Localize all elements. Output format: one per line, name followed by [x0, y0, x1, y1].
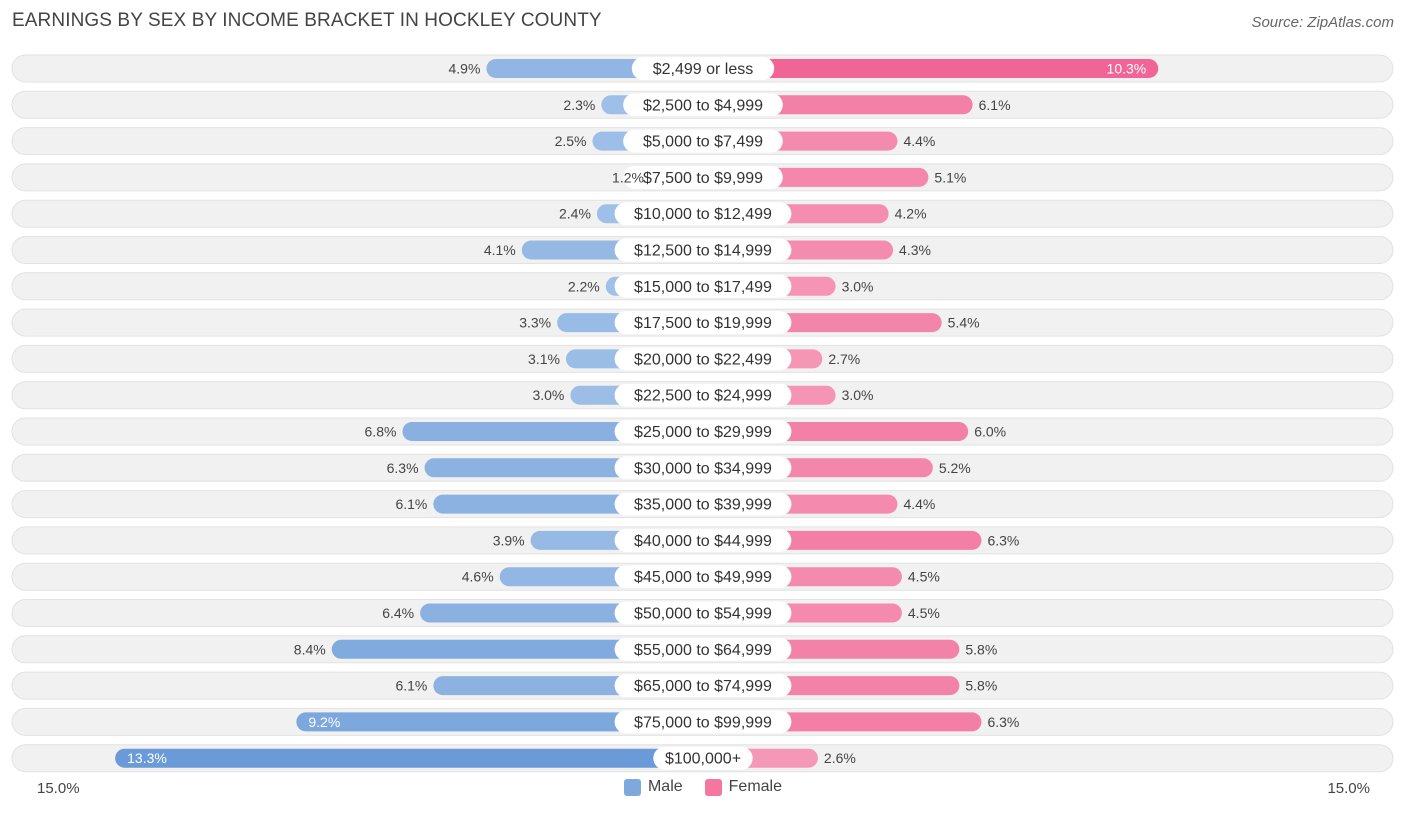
axis-left-label: 15.0% [37, 780, 80, 797]
value-label-male: 4.6% [462, 569, 494, 585]
category-label: $75,000 to $99,999 [634, 714, 772, 731]
value-label-female: 5.2% [939, 460, 971, 476]
axis-right-label: 15.0% [1327, 780, 1370, 797]
value-label-female: 6.3% [987, 532, 1019, 548]
bar-male [331, 639, 703, 659]
value-label-female: 3.0% [842, 278, 874, 294]
value-label-female: 5.8% [965, 641, 997, 657]
category-label-bg [623, 165, 783, 189]
value-label-female: 4.4% [903, 496, 935, 512]
category-label-bg [614, 528, 792, 552]
category-label-bg [614, 565, 792, 589]
legend-swatch-female [704, 778, 722, 796]
category-label: $50,000 to $54,999 [634, 606, 772, 623]
value-label-female: 2.6% [824, 750, 856, 766]
category-label: $100,000+ [665, 751, 741, 768]
category-label: $2,500 to $4,999 [643, 97, 763, 114]
category-label: $45,000 to $49,999 [634, 569, 772, 586]
category-label: $22,500 to $24,999 [634, 388, 772, 405]
category-label: $40,000 to $44,999 [634, 533, 772, 550]
category-label-bg [614, 601, 792, 625]
value-label-male: 1.2% [612, 169, 644, 185]
category-label: $12,500 to $14,999 [634, 243, 772, 260]
category-label-bg [614, 347, 792, 371]
value-label-female: 4.5% [908, 569, 940, 585]
category-label-bg [614, 274, 792, 298]
category-label-bg [614, 637, 792, 661]
category-label-bg [614, 311, 792, 335]
value-label-female: 10.3% [1107, 61, 1147, 77]
value-label-female: 3.0% [842, 387, 874, 403]
category-label-bg [623, 129, 783, 153]
value-label-female: 5.1% [934, 169, 966, 185]
legend-item-male[interactable]: Male [623, 778, 683, 796]
value-label-male: 8.4% [294, 641, 326, 657]
value-label-female: 5.8% [965, 678, 997, 694]
category-label-bg [623, 93, 783, 117]
category-label: $55,000 to $64,999 [634, 642, 772, 659]
value-label-male: 6.3% [387, 460, 419, 476]
value-label-male: 4.9% [448, 61, 480, 77]
legend-item-female[interactable]: Female [704, 778, 783, 796]
value-label-female: 5.4% [948, 315, 980, 331]
category-label: $5,000 to $7,499 [643, 134, 763, 151]
category-label: $17,500 to $19,999 [634, 315, 772, 332]
category-label-bg [653, 746, 753, 770]
category-label-bg [614, 710, 792, 734]
value-label-male: 2.5% [555, 133, 587, 149]
category-label-bg [614, 420, 792, 443]
bar-male [296, 712, 703, 732]
value-label-male: 2.2% [568, 278, 600, 294]
value-label-female: 4.3% [899, 242, 931, 258]
value-label-male: 3.1% [528, 351, 560, 367]
value-label-female: 6.3% [987, 714, 1019, 730]
category-label: $35,000 to $39,999 [634, 497, 772, 514]
category-label-bg [631, 57, 775, 80]
legend-label-male: Male [647, 778, 683, 795]
value-label-male: 3.9% [493, 532, 525, 548]
category-label: $30,000 to $34,999 [634, 460, 772, 477]
value-label-male: 13.3% [127, 750, 167, 766]
value-label-male: 6.8% [365, 424, 397, 440]
value-label-female: 2.7% [828, 351, 860, 367]
value-label-male: 4.1% [484, 242, 516, 258]
bar-female [703, 59, 1159, 78]
category-label: $10,000 to $12,499 [634, 206, 772, 223]
value-label-male: 3.3% [519, 315, 551, 331]
value-label-male: 2.4% [559, 206, 591, 222]
legend-swatch-male [623, 778, 641, 796]
value-label-male: 6.1% [395, 496, 427, 512]
category-label: $7,500 to $9,999 [643, 170, 763, 187]
value-label-female: 6.0% [974, 424, 1006, 440]
legend-label-female: Female [728, 778, 783, 795]
value-label-female: 4.5% [908, 605, 940, 621]
category-label: $25,000 to $29,999 [634, 424, 772, 441]
category-label-bg [614, 202, 792, 226]
category-label: $15,000 to $17,499 [634, 279, 772, 296]
value-label-male: 3.0% [532, 387, 564, 403]
bar-male [115, 748, 703, 768]
value-label-male: 2.3% [563, 97, 595, 113]
value-label-female: 6.1% [979, 97, 1011, 113]
category-label: $65,000 to $74,999 [634, 678, 772, 695]
chart-title: EARNINGS BY SEX BY INCOME BRACKET IN HOC… [12, 10, 602, 31]
legend: Male Female [0, 778, 1406, 796]
category-label: $2,499 or less [653, 61, 754, 78]
category-label-bg [614, 492, 792, 516]
value-label-male: 9.2% [308, 714, 340, 730]
value-label-female: 4.4% [903, 133, 935, 149]
category-label-bg [614, 238, 792, 262]
value-label-female: 4.2% [895, 206, 927, 222]
category-label-bg [614, 456, 792, 480]
value-label-male: 6.1% [395, 678, 427, 694]
source-credit: Source: ZipAtlas.com [1251, 14, 1394, 31]
category-label-bg [614, 383, 792, 407]
category-label-bg [614, 674, 792, 698]
value-label-male: 6.4% [382, 605, 414, 621]
category-label: $20,000 to $22,499 [634, 351, 772, 368]
